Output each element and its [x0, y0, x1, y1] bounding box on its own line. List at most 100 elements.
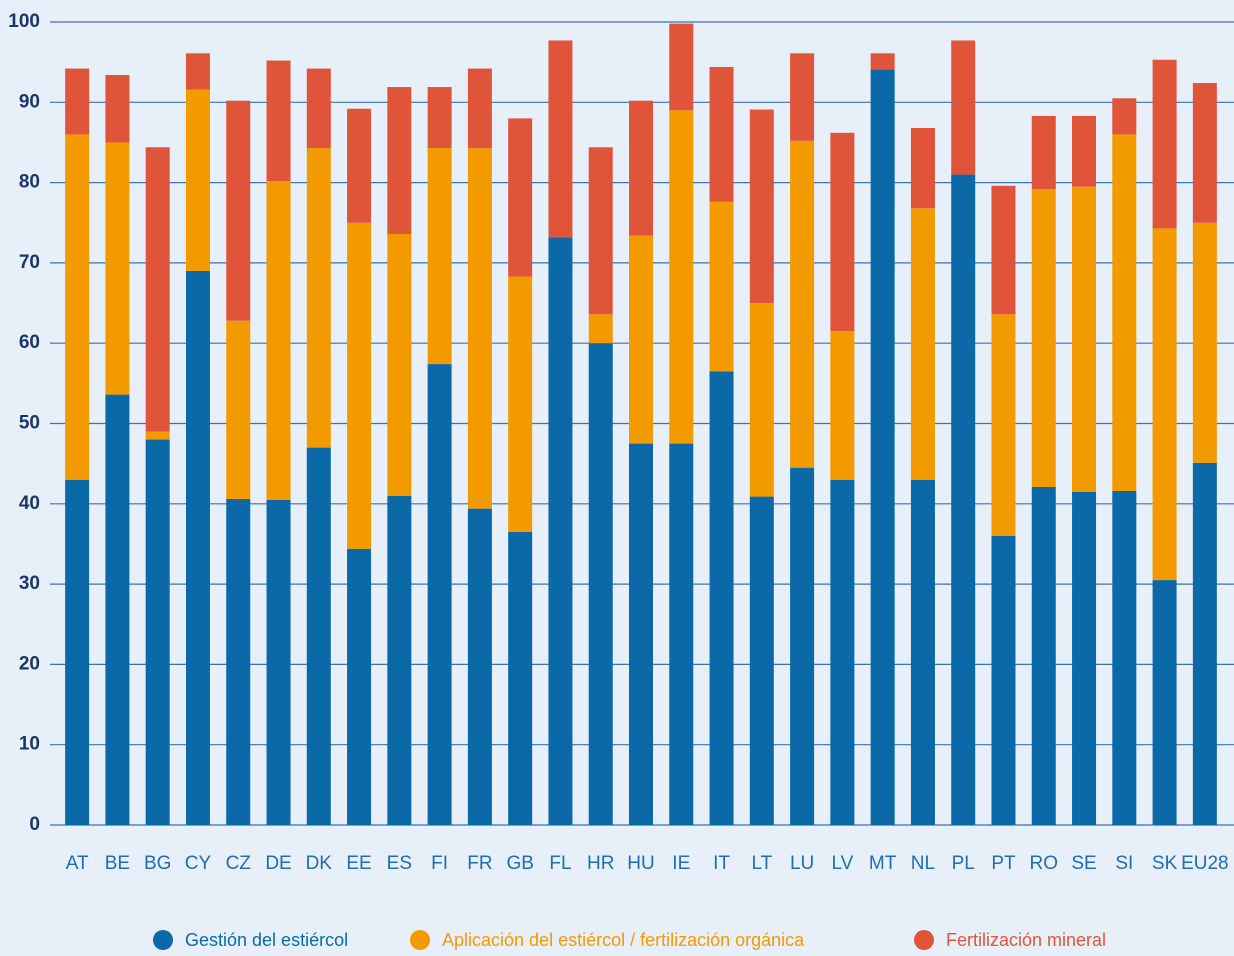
x-tick-label: LT	[751, 853, 772, 874]
x-tick-label: SE	[1071, 853, 1096, 874]
bar-segment	[347, 108, 372, 223]
bar-segment	[910, 208, 935, 480]
bar-segment	[749, 303, 774, 497]
x-tick-label: EE	[346, 853, 371, 874]
bar-segment	[991, 535, 1016, 825]
bar-segment	[145, 147, 170, 432]
bar-segment	[185, 53, 210, 90]
bar-segment	[226, 498, 251, 825]
bar-segment	[749, 496, 774, 825]
x-tick-label: MT	[869, 853, 897, 874]
bar-segment	[387, 233, 412, 496]
x-tick-label: RO	[1030, 853, 1059, 874]
bar-segment	[991, 185, 1016, 315]
bar-segment	[790, 467, 815, 825]
bar-segment	[347, 222, 372, 549]
x-tick-label: FI	[431, 853, 448, 874]
legend-label: Gestión del estiércol	[185, 930, 348, 950]
bar-segment	[105, 142, 130, 395]
bar-segment	[105, 74, 130, 143]
x-tick-label: LV	[831, 853, 853, 874]
bar-segment	[1112, 490, 1137, 825]
x-tick-label: ES	[387, 853, 412, 874]
bar-segment	[65, 68, 90, 135]
bar-segment	[1031, 115, 1056, 190]
legend-label: Fertilización mineral	[946, 930, 1106, 950]
bar-segment	[830, 331, 855, 480]
y-tick-label: 20	[19, 653, 40, 674]
x-tick-label: BE	[105, 853, 130, 874]
bar-segment	[1192, 83, 1217, 223]
x-tick-label: SI	[1115, 853, 1133, 874]
y-tick-label: 0	[29, 814, 40, 835]
bar-segment	[629, 100, 653, 236]
bar-segment	[629, 235, 653, 444]
bar-segment	[387, 87, 412, 234]
y-tick-label: 80	[19, 172, 40, 193]
bar-segment	[1072, 186, 1097, 492]
bar-segment	[548, 40, 573, 238]
x-tick-label: FL	[549, 853, 571, 874]
x-tick-label: DK	[306, 853, 333, 874]
bar-segment	[1152, 228, 1177, 581]
legend-swatch	[153, 930, 173, 950]
bar-segment	[709, 371, 734, 825]
bar-segment	[387, 495, 412, 825]
legend-swatch	[914, 930, 934, 950]
y-tick-label: 40	[19, 493, 40, 514]
x-tick-label: EU28	[1181, 853, 1229, 874]
bar-segment	[467, 148, 492, 509]
bar-segment	[1192, 462, 1217, 825]
bar-segment	[870, 69, 895, 825]
bar-segment	[266, 180, 291, 500]
y-tick-label: 90	[19, 91, 40, 112]
bar-segment	[669, 443, 694, 825]
y-tick-label: 10	[19, 734, 40, 755]
x-tick-label: FR	[467, 853, 492, 874]
bar-segment	[145, 431, 170, 440]
bar-segment	[105, 394, 130, 825]
bar-segment	[226, 320, 251, 499]
bar-segment	[427, 87, 452, 149]
bar-segment	[145, 439, 170, 825]
bar-segment	[830, 479, 855, 825]
bar-segment	[951, 40, 976, 175]
bar-segment	[1192, 222, 1217, 463]
x-tick-label: BG	[144, 853, 171, 874]
x-tick-label: IE	[672, 853, 690, 874]
bar-segment	[467, 68, 492, 149]
bar-segment	[790, 140, 815, 468]
bar-segment	[65, 479, 90, 825]
x-tick-label: IT	[713, 853, 730, 874]
bar-segment	[306, 68, 331, 149]
y-tick-label: 100	[8, 11, 40, 32]
bar-segment	[266, 60, 291, 181]
bar-segment	[669, 23, 694, 111]
bar-segment	[951, 174, 976, 825]
bar-segment	[548, 237, 573, 826]
x-tick-label: PL	[952, 853, 975, 874]
bar-segment	[65, 134, 90, 480]
x-tick-label: CY	[185, 853, 212, 874]
bar-segment	[588, 343, 613, 825]
bar-segment	[467, 508, 492, 825]
y-tick-label: 70	[19, 252, 40, 273]
legend-swatch	[410, 930, 430, 950]
bar-segment	[306, 447, 331, 825]
bar-segment	[790, 53, 815, 141]
bar-segment	[910, 127, 935, 209]
x-tick-label: CZ	[226, 853, 252, 874]
x-tick-label: AT	[66, 853, 89, 874]
bar-segment	[1031, 189, 1056, 487]
bar-segment	[185, 270, 210, 825]
bar-segment	[749, 109, 774, 304]
x-tick-label: SK	[1152, 853, 1178, 874]
bar-segment	[1152, 59, 1177, 229]
bar-segment	[347, 548, 372, 825]
bar-segment	[1112, 98, 1137, 135]
bar-segment	[185, 89, 210, 271]
bar-segment	[709, 201, 734, 372]
bar-segment	[427, 364, 452, 825]
x-tick-label: DE	[265, 853, 291, 874]
bar-segment	[1112, 134, 1137, 491]
